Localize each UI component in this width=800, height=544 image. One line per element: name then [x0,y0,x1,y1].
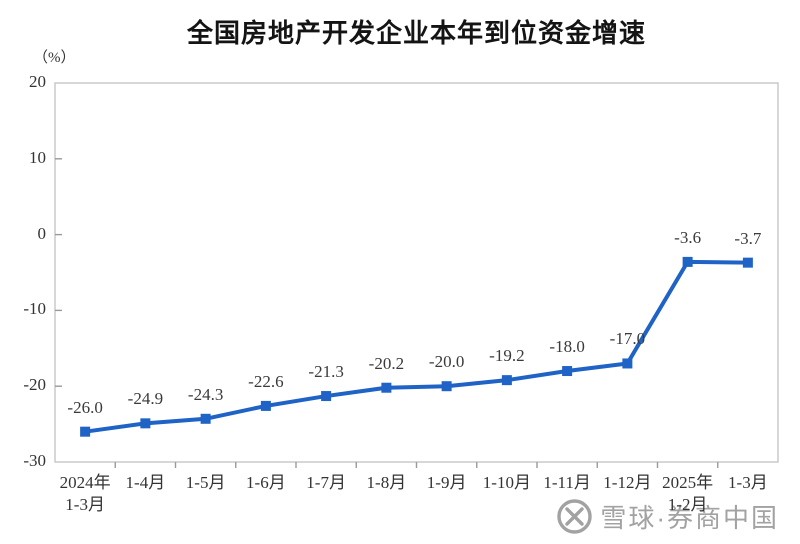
data-value-label: -21.3 [308,362,344,382]
data-point-marker [381,382,392,393]
x-axis-label: 1-8月 [366,473,407,492]
data-value-label: -24.3 [187,384,224,404]
x-axis-label: 1-5月 [185,473,226,492]
watermark-text: 雪球·券商中国 [600,503,779,533]
data-point-marker [562,366,573,377]
chart-title: 全国房地产开发企业本年到位资金增速 [186,18,646,48]
x-axis-label: 2024年 1-3月 [59,473,111,514]
y-tick-label: -20 [23,375,46,395]
x-axis-label: 1-9月 [426,473,467,492]
data-point-marker [682,256,693,267]
y-tick-label: 0 [37,223,47,243]
y-tick-label: -10 [23,299,46,319]
x-axis-label: 1-10月 [482,473,531,492]
x-axis-label: 2025年 1-2月 [662,473,714,514]
data-value-label: -20.0 [428,352,465,372]
data-value-label: -3.6 [674,227,702,247]
data-point-marker [742,257,753,268]
data-point-marker [441,381,452,392]
data-value-label: -24.9 [127,389,164,409]
data-point-marker [260,400,271,411]
data-value-label: -20.2 [368,353,405,373]
x-axis-label: 1-3月 [728,473,768,492]
x-axis-label: 1-12月 [603,473,652,492]
data-point-marker [140,418,151,429]
data-point-marker [622,358,633,369]
x-axis-label: 1-6月 [246,473,286,492]
x-axis-label: 1-7月 [306,473,346,492]
y-tick-label: 20 [29,72,46,91]
data-point-marker [200,413,211,424]
data-value-label: -19.2 [489,346,525,366]
data-value-label: -26.0 [67,397,103,417]
y-axis-unit-label: （%） [33,50,76,66]
y-tick-label: -30 [23,451,46,470]
watermark: 雪球·券商中国 [556,498,779,535]
data-value-label: -3.7 [734,228,762,248]
data-line [84,259,748,434]
data-value-label: -18.0 [549,337,585,357]
x-axis-label: 1-11月 [543,473,591,492]
data-value-label: -22.6 [248,371,284,391]
y-tick-label: 10 [29,147,46,167]
data-point-marker [321,391,332,402]
x-axis-label: 1-4月 [125,473,166,492]
data-value-label: -17.0 [609,329,646,349]
data-point-marker [80,426,91,437]
xueqiu-logo-icon [557,499,593,534]
data-point-marker [501,375,512,386]
